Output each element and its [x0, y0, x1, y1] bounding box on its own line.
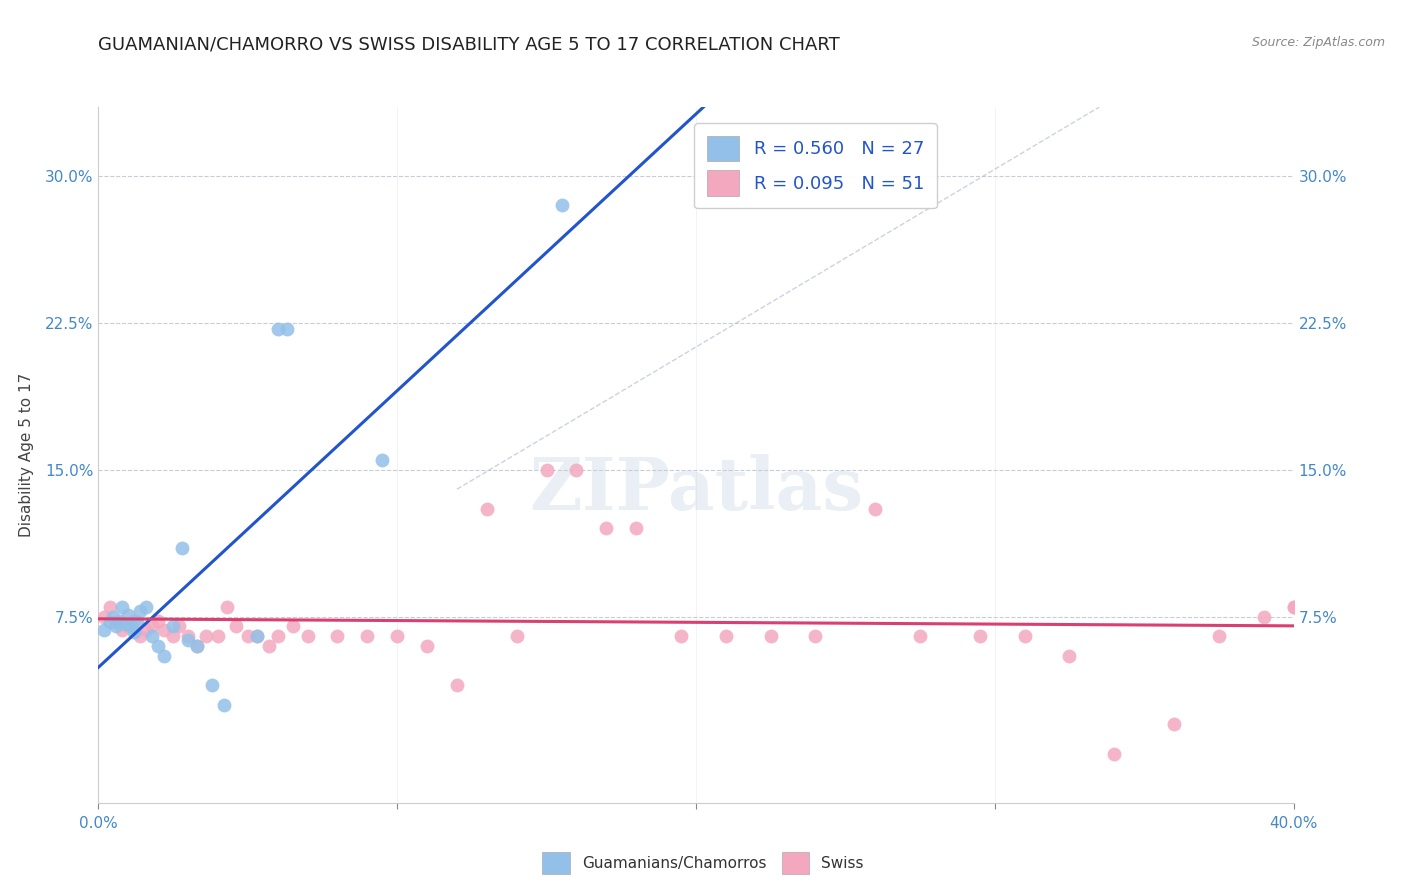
Point — [141, 619, 163, 633]
Point — [148, 639, 170, 653]
Point — [969, 629, 991, 643]
Point — [759, 629, 782, 643]
Point — [669, 629, 692, 643]
Point — [135, 599, 157, 614]
Point — [550, 198, 572, 212]
Text: 0.0%: 0.0% — [79, 816, 118, 831]
Point — [124, 614, 146, 628]
Text: Source: ZipAtlas.com: Source: ZipAtlas.com — [1251, 36, 1385, 49]
Point — [186, 639, 208, 653]
Point — [225, 619, 247, 633]
Point — [153, 624, 176, 638]
Point — [804, 629, 827, 643]
Point — [148, 614, 170, 628]
Point — [162, 619, 184, 633]
Point — [371, 452, 394, 467]
Legend: Guamanians/Chamorros, Swiss: Guamanians/Chamorros, Swiss — [536, 846, 870, 880]
Point — [1282, 599, 1305, 614]
Point — [120, 619, 142, 633]
Point — [1059, 648, 1081, 663]
Point — [356, 629, 378, 643]
Point — [215, 599, 238, 614]
Point — [326, 629, 349, 643]
Point — [908, 629, 931, 643]
Text: ZIPatlas: ZIPatlas — [529, 454, 863, 525]
Point — [1014, 629, 1036, 643]
Point — [297, 629, 319, 643]
Point — [108, 614, 131, 628]
Point — [536, 462, 558, 476]
Point — [865, 501, 887, 516]
Point — [207, 629, 229, 643]
Point — [446, 678, 468, 692]
Point — [117, 619, 139, 633]
Point — [114, 617, 136, 632]
Point — [1253, 609, 1275, 624]
Point — [246, 629, 269, 643]
Point — [186, 639, 208, 653]
Point — [177, 629, 200, 643]
Point — [167, 619, 190, 633]
Point — [100, 599, 122, 614]
Point — [267, 321, 290, 335]
Point — [1104, 747, 1126, 761]
Legend: R = 0.560   N = 27, R = 0.095   N = 51: R = 0.560 N = 27, R = 0.095 N = 51 — [695, 123, 936, 209]
Text: 40.0%: 40.0% — [1270, 816, 1317, 831]
Point — [626, 521, 648, 535]
Point — [565, 462, 588, 476]
Y-axis label: Disability Age 5 to 17: Disability Age 5 to 17 — [18, 373, 34, 537]
Point — [127, 615, 149, 630]
Point — [246, 629, 269, 643]
Point — [111, 599, 134, 614]
Point — [1163, 717, 1185, 731]
Point — [195, 629, 218, 643]
Point — [111, 624, 134, 638]
Point — [276, 321, 298, 335]
Point — [93, 609, 115, 624]
Point — [162, 629, 184, 643]
Point — [595, 521, 617, 535]
Point — [105, 615, 128, 630]
Point — [236, 629, 259, 643]
Point — [177, 633, 200, 648]
Point — [129, 629, 152, 643]
Point — [172, 541, 194, 555]
Point — [201, 678, 224, 692]
Point — [117, 607, 139, 622]
Point — [475, 501, 498, 516]
Point — [1282, 599, 1305, 614]
Point — [105, 619, 128, 633]
Point — [124, 625, 146, 640]
Point — [103, 609, 125, 624]
Point — [257, 639, 280, 653]
Point — [153, 648, 176, 663]
Text: GUAMANIAN/CHAMORRO VS SWISS DISABILITY AGE 5 TO 17 CORRELATION CHART: GUAMANIAN/CHAMORRO VS SWISS DISABILITY A… — [98, 36, 841, 54]
Point — [385, 629, 409, 643]
Point — [714, 629, 737, 643]
Point — [281, 619, 304, 633]
Point — [100, 615, 122, 630]
Point — [129, 604, 152, 618]
Point — [135, 624, 157, 638]
Point — [93, 624, 115, 638]
Point — [506, 629, 529, 643]
Point — [267, 629, 290, 643]
Point — [141, 629, 163, 643]
Point — [1208, 629, 1230, 643]
Point — [212, 698, 235, 712]
Point — [416, 639, 439, 653]
